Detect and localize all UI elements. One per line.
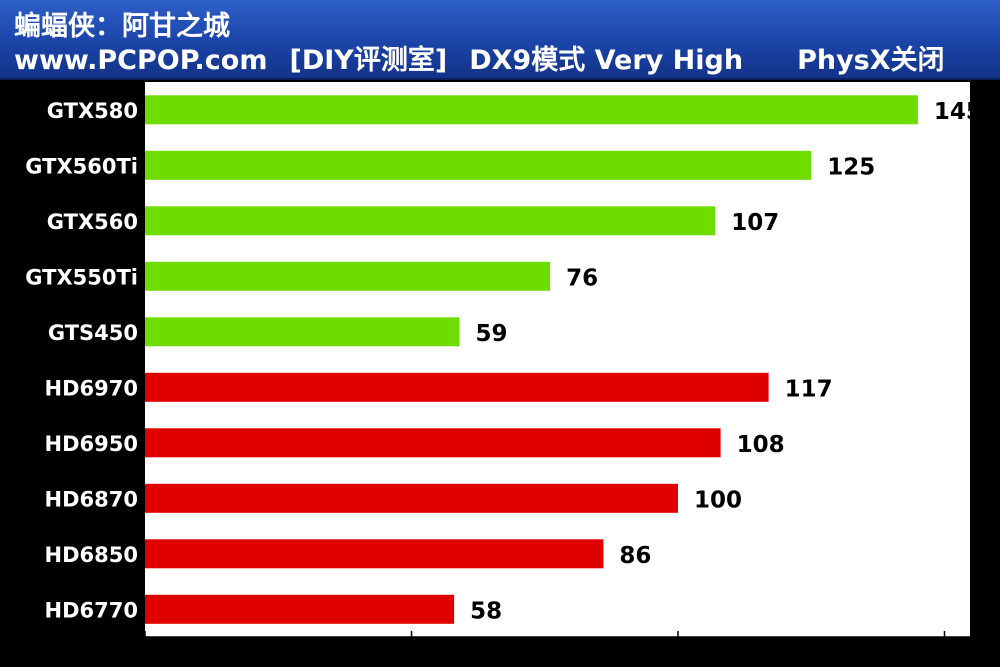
chart-header: 蝙蝠侠：阿甘之城 www.PCPOP.com [DIY评测室] DX9模式 Very… xyxy=(0,0,1000,80)
physx-setting: PhysX关闭 xyxy=(797,45,945,76)
chart-title: 蝙蝠侠：阿甘之城 xyxy=(14,11,230,42)
value-label: 108 xyxy=(737,432,785,458)
bar-gtx560 xyxy=(145,206,716,236)
value-label: 100 xyxy=(694,487,742,513)
render-mode: DX9模式 Very High xyxy=(469,45,744,76)
chart-subtitle: www.PCPOP.com [DIY评测室] DX9模式 Very High Phys… xyxy=(14,38,945,77)
category-label: HD6950 xyxy=(45,432,138,456)
category-label: HD6970 xyxy=(45,376,138,400)
bars-group: GTX580 145 GTX560Ti 125 GTX560 107 GTX550Ti 76 G… xyxy=(25,95,982,624)
bar-hd6970 xyxy=(145,372,769,402)
bar-hd6870 xyxy=(145,483,678,513)
category-label: GTX550Ti xyxy=(25,265,138,289)
bar-gtx560ti xyxy=(145,150,812,180)
value-label: 76 xyxy=(566,265,598,291)
category-label: GTX560 xyxy=(47,210,138,234)
category-label: HD6850 xyxy=(45,543,138,567)
x-tick-label: 50 xyxy=(404,645,420,658)
bar-gtx550ti xyxy=(145,261,551,291)
value-label: 86 xyxy=(619,543,651,569)
bar-gts450 xyxy=(145,317,460,347)
value-label: 125 xyxy=(827,154,875,180)
lab-name: [DIY评测室] xyxy=(289,45,448,76)
value-label: 117 xyxy=(785,376,833,402)
x-axis: 0 50 100 150 xyxy=(141,631,970,658)
value-label: 145 xyxy=(934,99,982,125)
x-tick-label: 100 xyxy=(667,645,690,658)
value-label: 107 xyxy=(731,210,779,236)
bar-hd6770 xyxy=(145,594,455,624)
value-label: 59 xyxy=(476,321,508,347)
category-label: GTX560Ti xyxy=(25,154,138,178)
site-name: www.PCPOP.com xyxy=(14,45,268,76)
bar-gtx580 xyxy=(145,95,918,125)
category-label: HD6770 xyxy=(45,598,138,622)
value-label: 58 xyxy=(470,598,502,624)
category-label: GTS450 xyxy=(48,321,138,345)
category-label: HD6870 xyxy=(45,487,138,511)
bar-hd6850 xyxy=(145,539,604,569)
x-tick-label: 150 xyxy=(933,645,956,658)
category-label: GTX580 xyxy=(47,99,138,123)
x-tick-label: 0 xyxy=(141,645,149,658)
bar-chart: GTX580 145 GTX560Ti 125 GTX560 107 GTX550Ti 76 G… xyxy=(25,82,982,658)
bar-hd6950 xyxy=(145,428,721,458)
